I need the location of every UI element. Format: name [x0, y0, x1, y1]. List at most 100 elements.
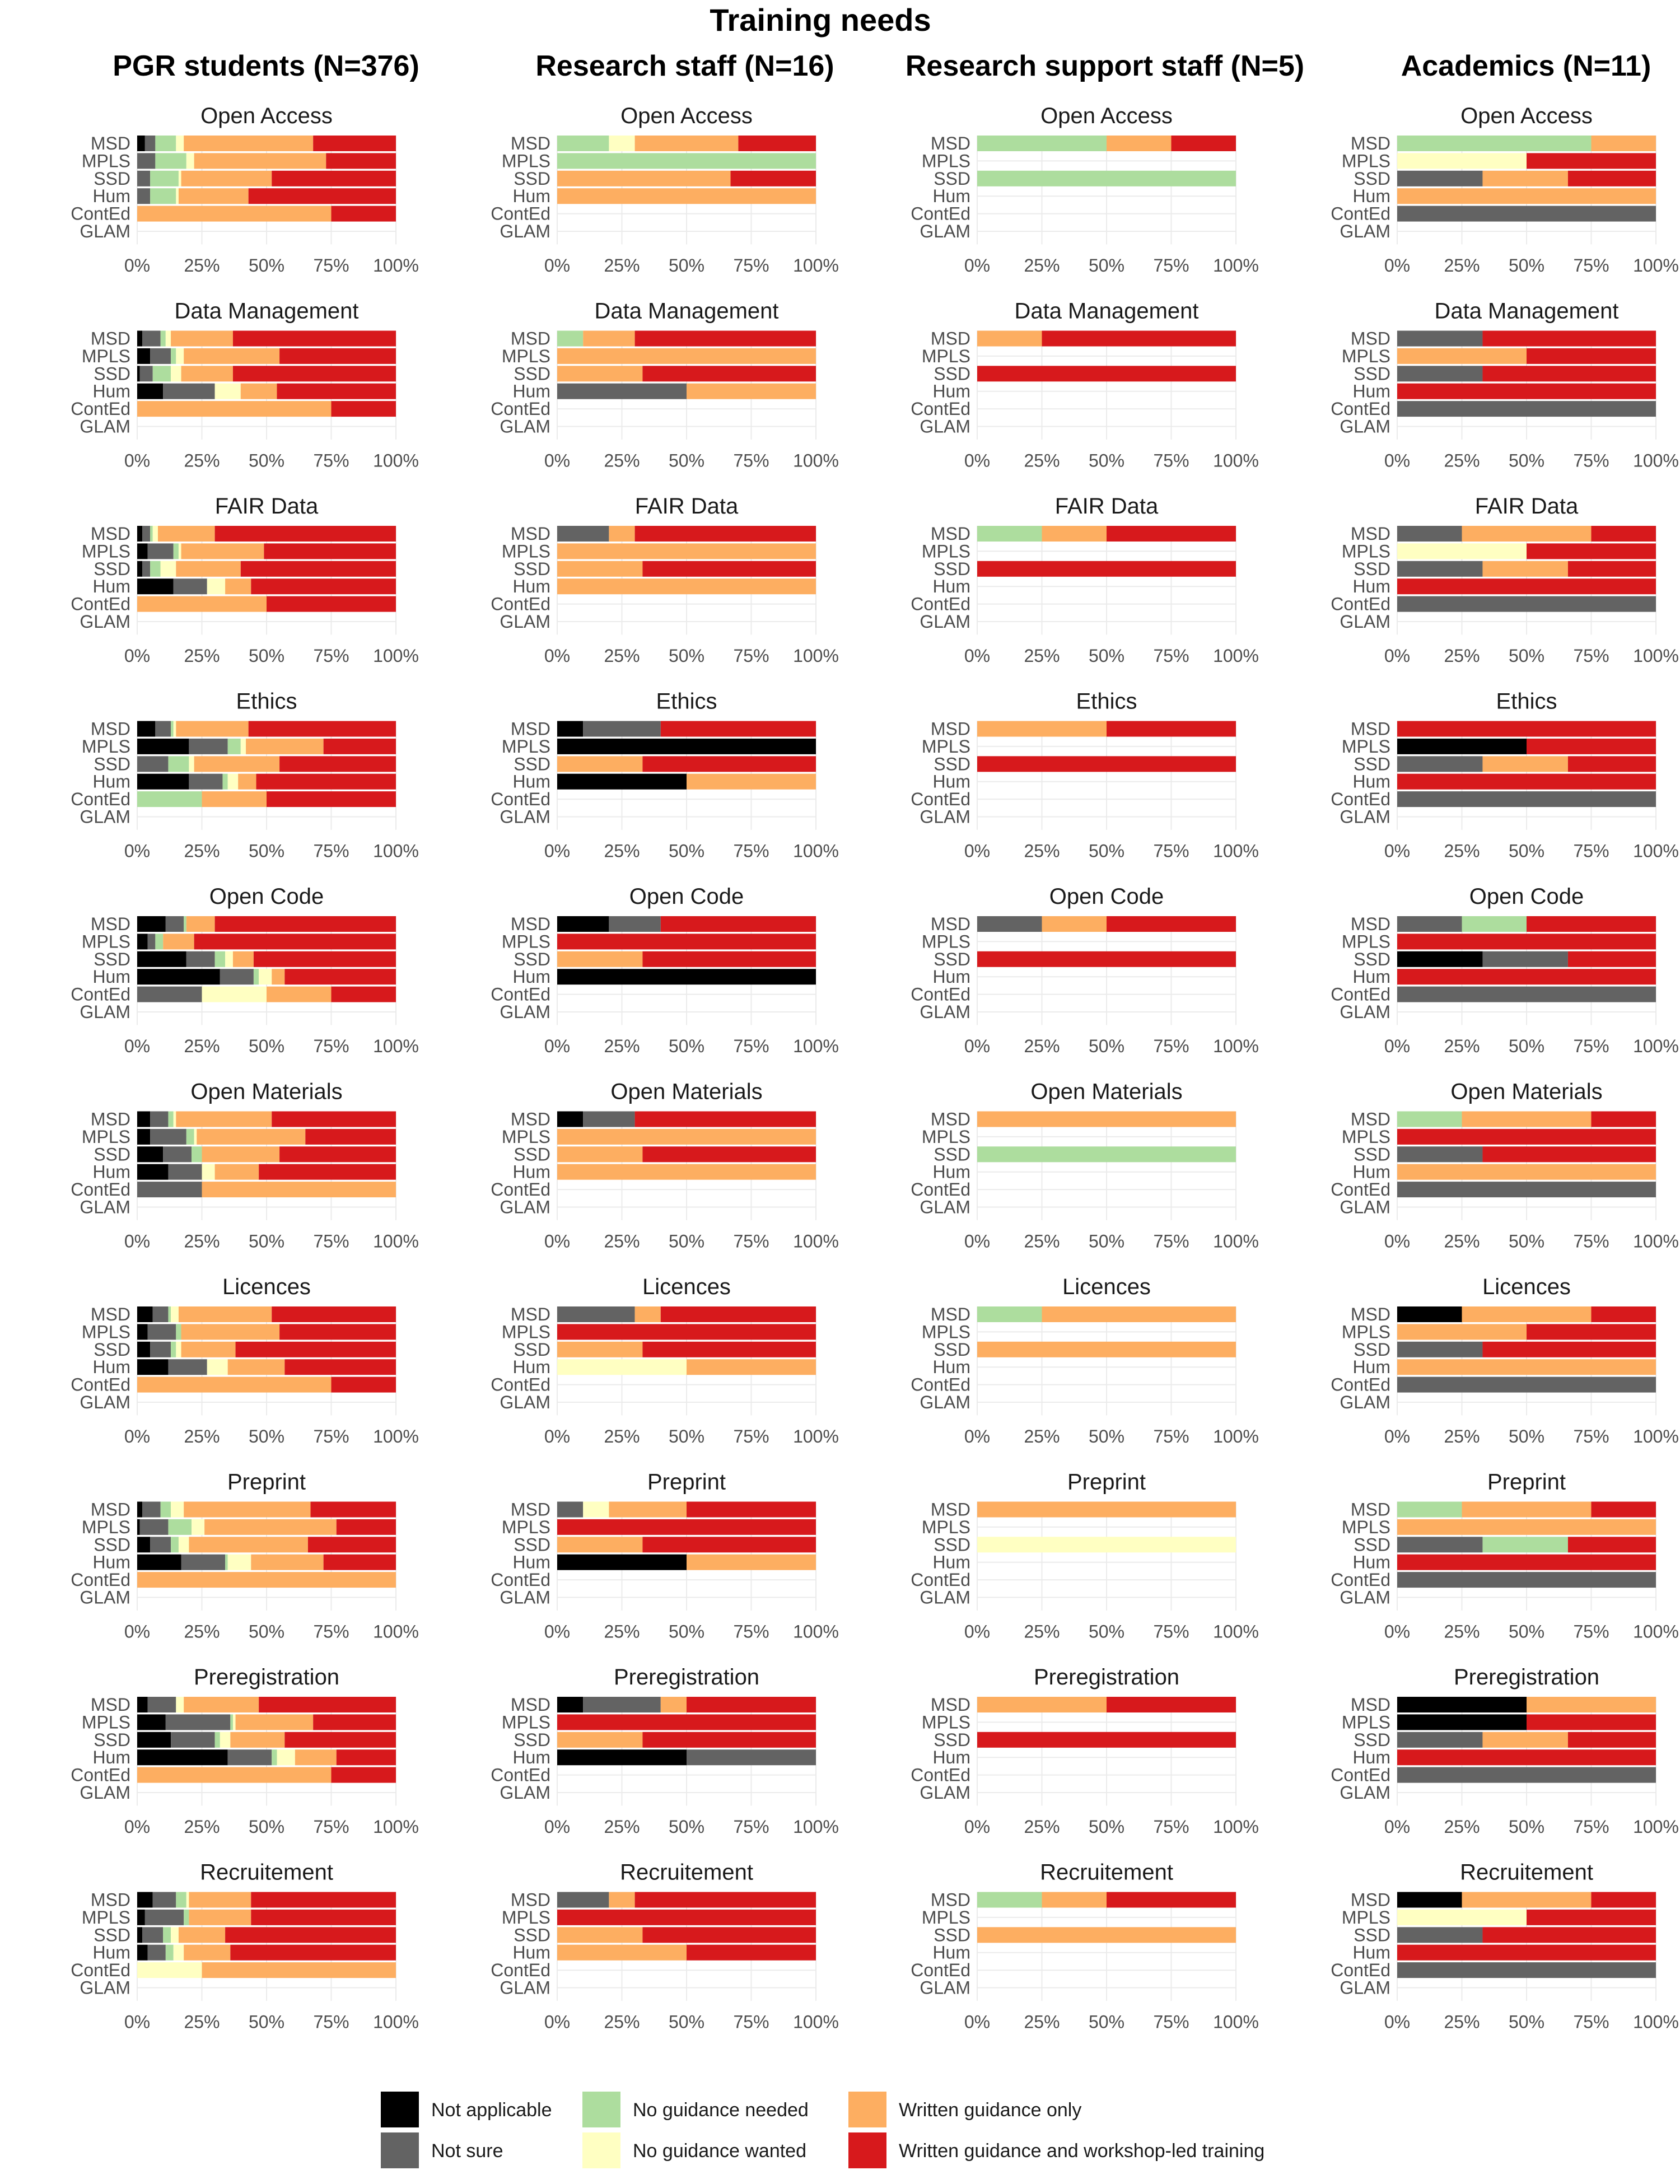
category-label: Hum — [512, 186, 550, 206]
panel-title: Preprint — [227, 1470, 306, 1495]
category-label: ContEd — [1331, 1375, 1390, 1395]
panel-title: Open Access — [1460, 104, 1593, 128]
bar-segment — [279, 756, 396, 772]
bar-segment — [1397, 773, 1656, 790]
category-label: Hum — [512, 1747, 550, 1767]
category-label: MSD — [1351, 524, 1390, 544]
bar-segment — [165, 330, 171, 347]
bar-segment — [557, 738, 816, 754]
x-tick-label: 0% — [124, 2012, 150, 2032]
bar-segment — [137, 366, 140, 382]
bar-segment — [557, 1927, 643, 1943]
x-tick-label: 100% — [373, 841, 419, 861]
bar-segment — [557, 1111, 584, 1127]
category-label: SSD — [94, 1730, 130, 1750]
category-label: Hum — [1352, 186, 1390, 206]
category-label: ContEd — [71, 1570, 130, 1590]
bar-segment — [259, 969, 272, 985]
bar-segment — [142, 561, 151, 577]
category-label: ContEd — [491, 1960, 550, 1980]
bar-segment — [687, 1554, 816, 1570]
bar-segment — [331, 401, 396, 417]
x-tick-label: 50% — [1089, 1426, 1124, 1446]
x-tick-label: 50% — [249, 1036, 284, 1056]
bar-segment — [189, 1892, 251, 1908]
x-tick-label: 75% — [1153, 1036, 1189, 1056]
bar-segment — [207, 578, 226, 595]
bar-segment — [248, 721, 396, 737]
panel-title: Preprint — [647, 1470, 726, 1495]
bar-segment — [184, 1944, 231, 1961]
bar-segment — [137, 153, 156, 169]
category-label: MSD — [91, 1109, 130, 1130]
bar-segment — [137, 773, 189, 790]
bar-segment — [1397, 1146, 1483, 1163]
x-tick-label: 25% — [1444, 1622, 1480, 1642]
bar-segment — [232, 951, 254, 967]
x-tick-label: 75% — [733, 646, 769, 666]
category-label: ContEd — [911, 594, 970, 614]
x-tick-label: 100% — [1633, 1036, 1679, 1056]
category-label: SSD — [934, 1534, 970, 1555]
category-label: GLAM — [80, 1588, 130, 1608]
x-tick-label: 75% — [1153, 1817, 1189, 1837]
bar-segment — [181, 366, 233, 382]
x-tick-label: 0% — [544, 646, 570, 666]
legend-item: No guidance wanted — [582, 2132, 806, 2168]
bar-segment — [147, 1944, 166, 1961]
x-tick-label: 25% — [604, 646, 640, 666]
bar-segment — [1397, 578, 1656, 595]
x-tick-label: 25% — [1024, 1036, 1060, 1056]
bar-segment — [642, 1732, 816, 1748]
category-label: MSD — [91, 1500, 130, 1520]
bar-segment — [137, 738, 189, 754]
category-label: Hum — [512, 772, 550, 792]
legend-label: Not applicable — [431, 2099, 552, 2121]
x-tick-label: 25% — [184, 1231, 220, 1252]
bar-segment — [137, 526, 143, 542]
category-label: Hum — [932, 1357, 970, 1377]
bar-segment — [176, 1111, 272, 1127]
bar-segment — [137, 1341, 151, 1357]
x-tick-label: 50% — [669, 841, 704, 861]
bar-segment — [1397, 1572, 1656, 1588]
bar-segment — [557, 348, 816, 364]
bar-segment — [557, 366, 643, 382]
bar-segment — [307, 1537, 396, 1553]
bar-segment — [557, 561, 643, 577]
category-label: MPLS — [1342, 1712, 1390, 1732]
x-tick-label: 25% — [1024, 1231, 1060, 1252]
bar-segment — [137, 188, 151, 204]
x-tick-label: 50% — [1509, 1036, 1544, 1056]
x-tick-label: 50% — [1089, 1622, 1124, 1642]
bar-segment — [634, 1306, 661, 1322]
panel-title: Licences — [222, 1275, 311, 1299]
bar-segment — [1397, 1519, 1656, 1535]
x-tick-label: 100% — [373, 451, 419, 471]
panel-title: Preprint — [1067, 1470, 1146, 1495]
x-tick-label: 25% — [1444, 1426, 1480, 1446]
category-label: GLAM — [1340, 612, 1390, 632]
bar-segment — [323, 738, 396, 754]
bar-segment — [176, 188, 179, 204]
x-tick-label: 100% — [793, 1622, 839, 1642]
bar-segment — [1397, 1927, 1483, 1943]
bar-segment — [137, 1111, 151, 1127]
bar-segment — [181, 1554, 226, 1570]
bar-segment — [557, 543, 816, 559]
category-label: ContEd — [491, 1179, 550, 1200]
panel-title: Open Materials — [1030, 1080, 1182, 1104]
x-tick-label: 100% — [373, 1036, 419, 1056]
x-tick-label: 75% — [313, 255, 349, 276]
bar-segment — [1042, 1892, 1107, 1908]
x-tick-label: 50% — [1509, 2012, 1544, 2032]
bar-segment — [152, 526, 158, 542]
category-label: GLAM — [80, 1782, 130, 1803]
bar-segment — [1397, 1962, 1656, 1978]
bar-segment — [609, 916, 661, 932]
